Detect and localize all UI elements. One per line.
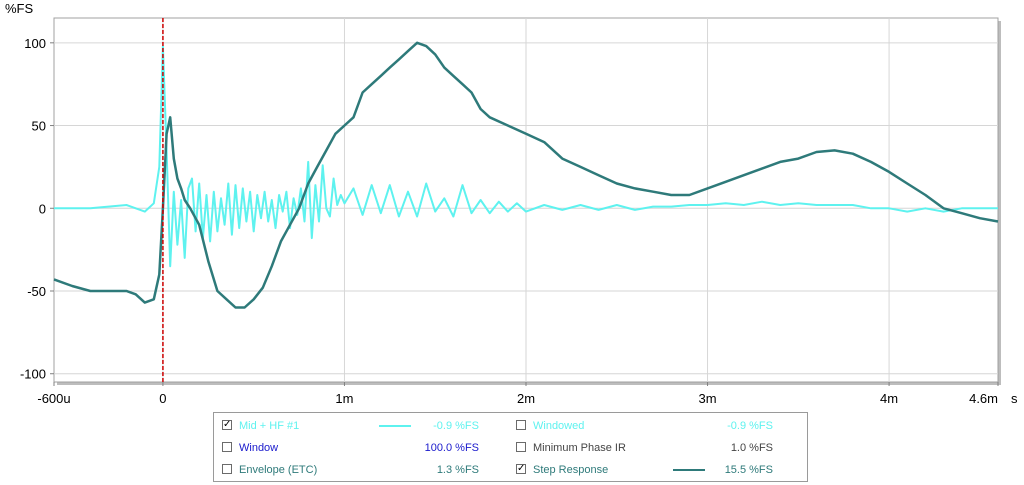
x-tick-label: 3m xyxy=(699,391,717,406)
y-tick-label: 100 xyxy=(24,36,46,51)
legend-checkbox-envelope-etc[interactable] xyxy=(222,464,232,474)
legend-label-minimum-phase-ir[interactable]: Minimum Phase IR xyxy=(533,442,626,454)
legend-row: ✓ Mid + HF #1 -0.9 %FS Windowed -0.9 %FS xyxy=(214,416,807,436)
y-tick-label: -100 xyxy=(20,367,46,382)
legend-checkbox-window[interactable] xyxy=(222,442,232,452)
legend-checkbox-windowed[interactable] xyxy=(516,420,526,430)
x-axis: -600u 0 1m 2m 3m 4m 4.6m xyxy=(37,382,999,406)
y-tick-label: 0 xyxy=(39,201,46,216)
legend-value-windowed: -0.9 %FS xyxy=(727,420,773,432)
series-layer xyxy=(53,41,999,309)
legend-value-mid-hf-1: -0.9 %FS xyxy=(433,420,479,432)
legend-label-windowed[interactable]: Windowed xyxy=(533,420,585,432)
legend-swatch-step-response xyxy=(673,469,705,471)
legend-checkbox-minimum-phase-ir[interactable] xyxy=(516,442,526,452)
legend-label-envelope-etc[interactable]: Envelope (ETC) xyxy=(239,464,318,476)
x-tick-label: -600u xyxy=(37,391,70,406)
y-tick-label: -50 xyxy=(27,284,46,299)
x-tick-label: 2m xyxy=(517,391,535,406)
x-axis-unit: s xyxy=(1011,391,1018,406)
legend-value-envelope-etc: 1.3 %FS xyxy=(436,464,479,476)
legend-swatch-mid-hf-1 xyxy=(379,425,411,427)
legend-value-window: 100.0 %FS xyxy=(424,442,479,454)
y-tick-label: 50 xyxy=(32,119,46,134)
legend-checkbox-mid-hf-1[interactable]: ✓ xyxy=(222,419,232,430)
legend-panel: ✓ Mid + HF #1 -0.9 %FS Windowed -0.9 %FS Wind… xyxy=(213,412,808,482)
x-tick-label: 4m xyxy=(880,391,898,406)
legend-row: Envelope (ETC) 1.3 %FS ✓ Step Response 15.5 … xyxy=(214,460,807,480)
legend-value-step-response: 15.5 %FS xyxy=(724,464,773,476)
x-tick-label: 4.6m xyxy=(969,391,998,406)
x-tick-label: 0 xyxy=(159,391,166,406)
impulse-chart[interactable]: 100 50 0 -50 -100 -600u 0 1m 2m 3m 4m 4.6m %FS s xyxy=(0,0,1024,410)
x-tick-label: 1m xyxy=(335,391,353,406)
legend-value-minimum-phase-ir: 1.0 %FS xyxy=(730,442,773,454)
legend-checkbox-step-response[interactable]: ✓ xyxy=(516,463,526,474)
series-step-response-line xyxy=(53,41,999,309)
legend-label-step-response[interactable]: Step Response xyxy=(533,464,609,476)
y-axis-label: %FS xyxy=(5,1,34,16)
legend-row: Window 100.0 %FS Minimum Phase IR 1.0 %FS xyxy=(214,438,807,458)
legend-label-window[interactable]: Window xyxy=(239,442,279,454)
legend-label-mid-hf-1[interactable]: Mid + HF #1 xyxy=(239,420,300,432)
y-axis: 100 50 0 -50 -100 xyxy=(20,36,54,382)
